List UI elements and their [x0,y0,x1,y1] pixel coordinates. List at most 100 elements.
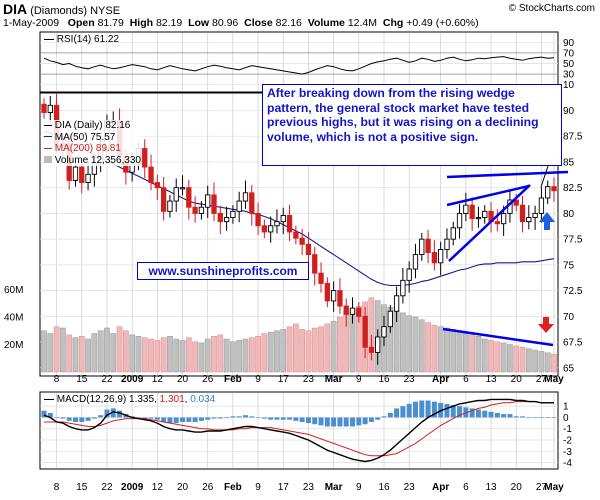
macd-signal-value: 1.301 [159,394,185,405]
macd-legend-marker [44,398,54,400]
volume-bar [481,338,488,373]
date-tick-label: 20 [177,482,189,493]
date-tick-label: 17 [278,482,290,493]
date-tick-label: 17 [278,374,290,385]
volume-bar [463,333,469,373]
date-tick-label: 6 [463,374,469,385]
volume-bar [538,351,545,373]
date-tick-label: May [544,374,564,385]
volume-trend-line [442,327,554,347]
candle-body [349,307,356,315]
volume-bar [525,348,532,373]
date-tick-label: 20 [511,374,523,385]
volume-bar [513,345,520,373]
candle-body [406,268,412,281]
rsi-value: 61.22 [94,34,120,45]
volume-bar [123,330,129,373]
price-legend-marker [44,124,52,126]
candle-body [412,254,419,270]
date-tick-label: 15 [76,374,88,385]
open-value: 81.79 [97,17,124,29]
volume-bar [299,329,305,373]
volume-legend-label: Volume 12,356,330 [54,154,141,166]
candle-body [482,210,488,218]
candle-body [463,204,469,214]
price-legend: DIA (Daily) 82.16 MA(50) 75.57 MA(200) 8… [44,120,141,166]
macd-histogram-bar [98,415,104,418]
macd-histogram-bar [425,400,431,418]
volume-bar [148,338,154,373]
chg-label: Chg [382,17,404,29]
candle-body [494,221,500,225]
macd-histogram-bar [287,417,293,420]
candle-body [274,221,280,227]
volume-legend: Volume 12,356,330 [44,155,141,167]
volume-bar [475,336,482,373]
macd-histogram-bar [205,417,211,420]
price-tick-label: 80 [563,209,575,220]
volume-bar [179,340,186,373]
candle-body [519,204,526,223]
volume-bar [324,323,331,373]
volume-bar [230,341,236,373]
candle-body [211,194,217,214]
candle-body [551,186,557,192]
candle-body [179,187,186,190]
macd-histogram-bar [255,417,261,419]
candle-body [255,212,261,227]
date-tick-label: Apr [432,374,449,385]
candle-body [217,212,223,223]
ma50-line [43,130,555,287]
volume-bar [236,340,243,373]
volume-bar [110,333,117,373]
macd-histogram-bar [104,409,110,418]
candle-body [286,215,293,233]
candle-body [513,199,519,206]
macd-legend: MACD(12,26,9) 1.335, 1.301, 0.034 [44,394,215,405]
volume-bar [141,337,148,373]
date-tick-label: 9 [356,482,362,493]
volume-bar [198,342,205,373]
ma200-legend: MA(200) 89.81 [44,143,141,155]
macd-histogram-bar [110,408,116,418]
volume-bar [242,338,249,373]
candle-body [381,326,387,338]
macd-histogram-bar [192,417,198,422]
volume-bar [192,341,198,373]
volume-bar [60,327,66,373]
volume-bar [412,316,419,373]
price-legend-title: DIA (Daily) 82.16 [44,120,141,132]
ma50-legend-marker [44,136,52,138]
candle-body [356,307,362,317]
date-tick-label: Feb [224,374,242,385]
date-tick-label: 26 [202,482,214,493]
candle-body [526,217,532,223]
price-legend-title-text: DIA (Daily) 82.16 [54,120,131,131]
macd-line [43,398,554,463]
date-tick-label: 13 [485,482,497,493]
candle-body [438,248,444,264]
volume-bar [286,326,293,373]
macd-histogram-bar [450,405,456,418]
macd-hist-value: 0.034 [190,394,216,405]
volume-bar [78,336,85,373]
candle-body [400,279,406,297]
date-tick-label: 9 [255,374,261,385]
date-tick-label: May [544,482,564,493]
volume-bar [330,320,337,373]
macd-histogram-bar [142,417,148,419]
macd-label: MACD(12,26,9) [56,394,127,405]
macd-histogram-bar [362,417,368,425]
candle-body [318,272,324,284]
candle-body [431,252,438,264]
volume-bar [135,336,142,373]
volume-tick-label: 60M [4,285,23,296]
volume-bar [488,340,494,373]
macd-histogram-bar [72,417,78,422]
volume-bar [318,326,324,373]
price-tick-label: 67.5 [563,338,583,349]
upper-channel-line [446,170,569,179]
macd-histogram-bar [475,409,481,418]
date-tick-label: 23 [303,374,315,385]
